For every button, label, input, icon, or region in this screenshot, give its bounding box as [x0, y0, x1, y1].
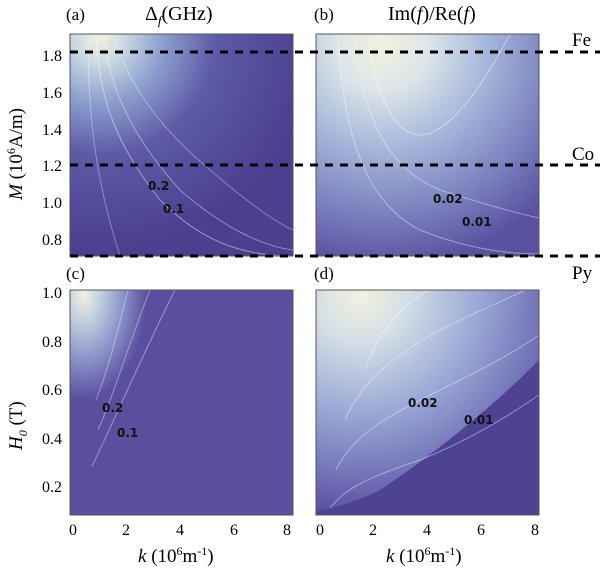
title-a: Δf(GHz) — [145, 3, 213, 28]
ytick-top-1.2: 1.2 — [42, 158, 62, 175]
xtick-left-4: 4 — [176, 522, 184, 539]
ytick-top-1.4: 1.4 — [42, 122, 62, 139]
panel-d-contour-4 — [364, 289, 431, 371]
panel-a-contour-4 — [87, 33, 121, 257]
xtick-left-2: 2 — [122, 522, 130, 539]
panel-c-letter: (c) — [66, 264, 85, 283]
xtick-right-8: 8 — [531, 522, 539, 539]
panel-d-contour-2 — [335, 334, 540, 471]
xtick-left-0: 0 — [69, 522, 77, 539]
ylabel-bottom: H0 (T) — [6, 401, 30, 451]
ytick-bottom-0.6: 0.6 — [42, 382, 62, 399]
panel-c-contour-3 — [95, 289, 129, 401]
ytick-top-1.8: 1.8 — [42, 48, 62, 65]
xtick-right-2: 2 — [369, 522, 377, 539]
py-label: Py — [572, 263, 593, 284]
xticks-right: 0 2 4 6 8 — [316, 522, 539, 539]
co-label: Co — [572, 144, 594, 165]
yticks-top: 1.8 1.6 1.4 1.2 1.0 0.8 — [42, 48, 62, 249]
panel-d — [315, 289, 540, 516]
panel-b-heatmap — [316, 34, 539, 256]
panel-b — [315, 33, 540, 257]
panel-c-frame — [69, 289, 294, 516]
xtick-left-8: 8 — [283, 522, 291, 539]
panel-d-contour-1 — [329, 394, 540, 509]
title-b: Im(f)/Re(f) — [388, 3, 476, 25]
panel-a-contour-2 — [103, 33, 294, 251]
ytick-bottom-0.2: 0.2 — [42, 479, 62, 496]
ytick-bottom-1.0: 1.0 — [42, 285, 62, 302]
panel-c-contour-2 — [97, 289, 151, 431]
panel-d-frame — [315, 289, 540, 516]
panel-d-contour-3 — [344, 289, 526, 421]
panel-b-contour-1 — [337, 33, 540, 255]
xlabel-left: k (106m-1) — [138, 544, 214, 567]
contour-label-d-0.02: 0.02 — [408, 396, 438, 410]
panel-a-heatmap — [70, 34, 293, 256]
panel-c-heatmap — [70, 290, 175, 467]
ytick-top-0.8: 0.8 — [42, 232, 62, 249]
xtick-right-6: 6 — [477, 522, 485, 539]
xtick-right-4: 4 — [423, 522, 431, 539]
panel-b-frame — [315, 33, 540, 257]
ytick-bottom-0.8: 0.8 — [42, 334, 62, 351]
panel-b-letter: (b) — [314, 5, 334, 24]
ytick-bottom-0.4: 0.4 — [42, 431, 62, 448]
xtick-left-6: 6 — [230, 522, 238, 539]
xticks-left: 0 2 4 6 8 — [69, 522, 291, 539]
panel-c — [69, 289, 294, 516]
yticks-bottom: 1.0 0.8 0.6 0.4 0.2 — [42, 285, 62, 496]
contour-label-c-0.2: 0.2 — [102, 401, 123, 415]
panel-a-letter: (a) — [66, 5, 85, 24]
contour-label-b-0.01: 0.01 — [462, 215, 492, 229]
panel-a — [69, 33, 294, 257]
panel-d-heatmap — [316, 290, 539, 512]
contour-label-b-0.02: 0.02 — [433, 192, 463, 206]
contour-label-a-0.1: 0.1 — [163, 202, 184, 216]
panel-b-contour-2 — [353, 33, 540, 219]
contour-labels: 0.2 0.1 0.02 0.01 0.2 0.1 0.02 0.01 — [102, 179, 494, 440]
ytick-top-1.6: 1.6 — [42, 85, 62, 102]
panel-b-contour-3 — [367, 33, 511, 136]
panel-a-contour-1 — [95, 33, 294, 257]
ytick-top-1.0: 1.0 — [42, 195, 62, 212]
xlabel-right: k (106m-1) — [386, 544, 462, 567]
ylabel-top: M (106A/m) — [4, 108, 27, 201]
panel-a-contour-3 — [113, 33, 294, 231]
fe-label: Fe — [572, 30, 591, 51]
contour-label-a-0.2: 0.2 — [148, 179, 169, 193]
panel-c-contour-1 — [91, 289, 176, 467]
contour-label-d-0.01: 0.01 — [464, 413, 494, 427]
material-lines — [70, 50, 600, 258]
contour-label-c-0.1: 0.1 — [117, 426, 138, 440]
xtick-right-0: 0 — [316, 522, 324, 539]
panel-d-letter: (d) — [314, 264, 334, 283]
